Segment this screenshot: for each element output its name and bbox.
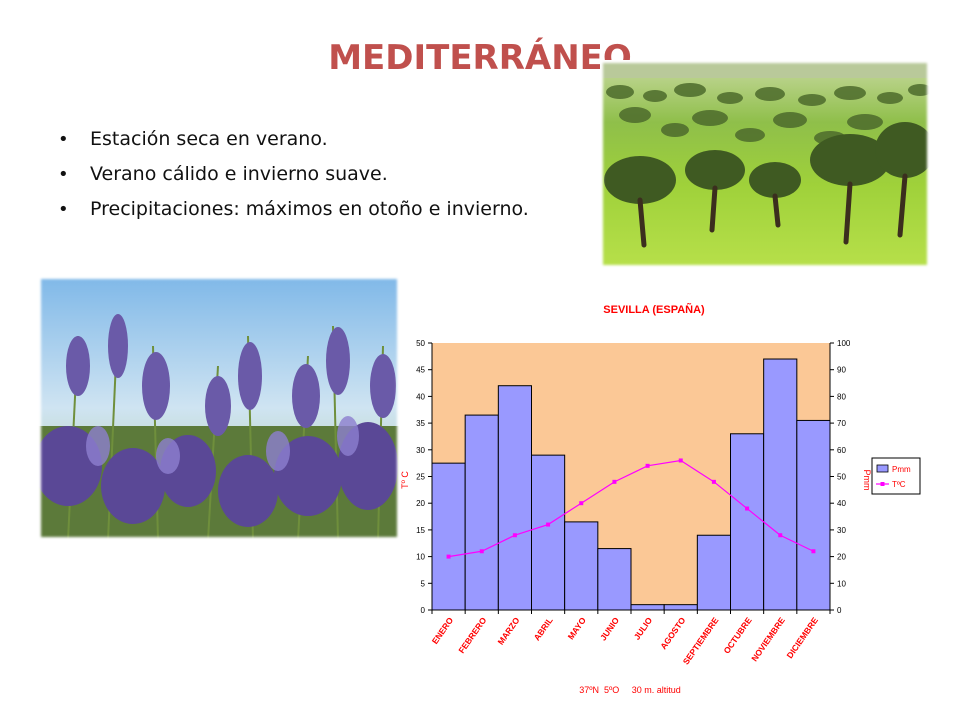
chart-legend: Pmm TºC [871, 457, 921, 495]
y-right-tick-label: 40 [837, 499, 846, 508]
x-tick-label: MAYO [566, 615, 589, 641]
y-right-tick-label: 70 [837, 419, 846, 428]
bar-octubre [730, 433, 765, 611]
y-left-tick-label: 10 [416, 553, 425, 562]
bullet-item: Estación seca en verano. [58, 122, 529, 157]
temperature-point-noviembre [778, 533, 783, 538]
temperature-point-mayo [579, 501, 584, 506]
x-tick-label: MARZO [495, 615, 521, 647]
legend-box [871, 457, 921, 495]
bar-abril [531, 454, 566, 611]
dehesa-landscape-photo [600, 60, 930, 268]
y-right-tick-label: 0 [837, 606, 842, 615]
bullet-list: Estación seca en verano. Verano cálido e… [58, 122, 529, 227]
climograph: SEVILLA (ESPAÑA) 0 5 10 15 20 25 30 35 40 45 50 0 10… [396, 288, 960, 708]
slide-title: MEDITERRÁNEO [328, 38, 632, 78]
x-tick-label: NOVIEMBRE [749, 615, 787, 663]
temperature-point-junio [612, 479, 617, 484]
y-right-tick-label: 90 [837, 366, 846, 375]
y-left-tick-label: 25 [416, 473, 425, 482]
chart-subtitle: 37ºN 5ºO 30 m. altitud [579, 685, 681, 695]
y-left-tick-label: 15 [416, 526, 425, 535]
y-right-tick-label: 80 [837, 392, 846, 401]
temperature-point-septiembre [711, 479, 716, 484]
bar-enero [431, 462, 466, 611]
bar-noviembre [763, 358, 798, 611]
x-tick-label: OCTUBRE [721, 615, 753, 655]
x-tick-label: JUNIO [598, 615, 621, 642]
bar-septiembre [696, 534, 732, 611]
legend-swatch-pmm [876, 464, 889, 473]
y-right-tick-label: 50 [837, 473, 846, 482]
temperature-point-octubre [745, 506, 750, 511]
temperature-point-enero [446, 554, 451, 559]
y-right-tick-label: 20 [837, 553, 846, 562]
y-right-tick-label: 60 [837, 446, 846, 455]
temperature-point-agosto [678, 458, 683, 463]
x-tick-label: ABRIL [532, 615, 555, 642]
x-tick-label: FEBRERO [456, 615, 488, 655]
bullet-item: Verano cálido e invierno suave. [58, 157, 529, 192]
y-right-tick-label: 30 [837, 526, 846, 535]
bar-agosto [663, 604, 698, 611]
y-left-tick-label: 50 [416, 339, 425, 348]
bar-marzo [497, 385, 533, 611]
y-right-axis-label: Pmm [862, 470, 872, 491]
y-left-tick-label: 35 [416, 419, 425, 428]
x-tick-label: JULIO [632, 615, 655, 642]
temperature-line [448, 459, 814, 558]
y-left-tick-label: 30 [416, 446, 425, 455]
legend-label-pmm: Pmm [892, 465, 911, 474]
bar-junio [597, 548, 632, 611]
y-left-tick-label: 40 [416, 392, 425, 401]
x-tick-label: SEPTIEMBRE [681, 615, 721, 666]
y-right-tick-label: 100 [837, 339, 851, 348]
temperature-point-julio [645, 463, 650, 468]
bar-mayo [564, 521, 599, 611]
legend-label-temp: TºC [892, 480, 906, 489]
y-left-tick-label: 0 [421, 606, 426, 615]
y-left-tick-label: 5 [421, 579, 426, 588]
bar-diciembre [796, 419, 831, 611]
temperature-point-abril [546, 522, 551, 527]
bar-julio [630, 604, 665, 611]
bullet-item: Precipitaciones: máximos en otoño e invi… [58, 192, 529, 227]
temperature-point-marzo [512, 533, 517, 538]
legend-marker-temp [880, 482, 885, 486]
x-tick-label: DICIEMBRE [785, 615, 821, 660]
y-left-tick-label: 45 [416, 366, 425, 375]
temperature-point-febrero [479, 549, 484, 554]
x-tick-label: AGOSTO [658, 615, 687, 651]
y-left-tick-label: 20 [416, 499, 425, 508]
x-tick-label: ENERO [430, 615, 456, 646]
lavender-field-photo [38, 276, 400, 540]
y-right-tick-label: 10 [837, 579, 846, 588]
temperature-point-diciembre [811, 549, 816, 554]
chart-title: SEVILLA (ESPAÑA) [603, 303, 705, 316]
bar-febrero [464, 414, 499, 611]
y-left-axis-label: Tº C [400, 471, 410, 489]
